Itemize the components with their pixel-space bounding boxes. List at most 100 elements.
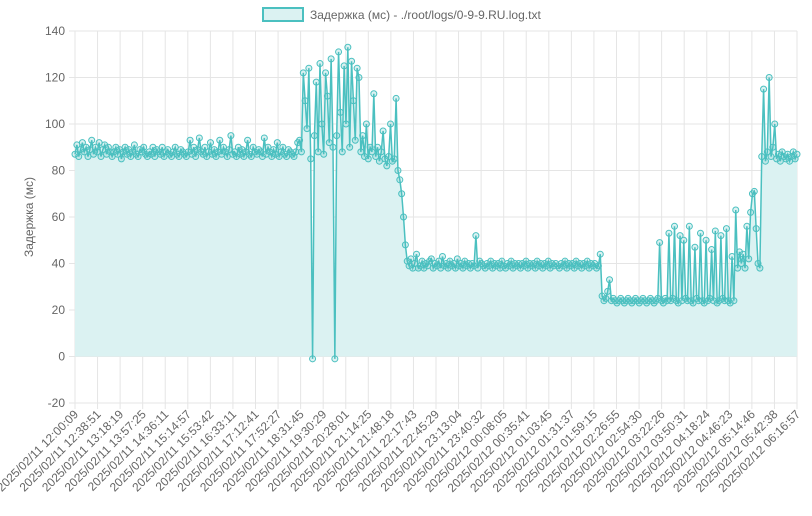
data-point[interactable] (329, 143, 337, 151)
data-point[interactable] (730, 297, 738, 305)
data-point[interactable] (396, 176, 404, 184)
data-point[interactable] (711, 227, 719, 235)
data-point[interactable] (336, 108, 344, 116)
data-point[interactable] (323, 92, 331, 100)
data-point[interactable] (244, 136, 252, 144)
data-point[interactable] (348, 57, 356, 65)
data-point[interactable] (349, 97, 357, 105)
data-point[interactable] (227, 132, 235, 140)
data-point[interactable] (763, 148, 771, 156)
data-point[interactable] (370, 90, 378, 98)
data-point[interactable] (743, 222, 751, 230)
data-point[interactable] (344, 43, 352, 51)
data-point[interactable] (234, 143, 242, 151)
data-point[interactable] (258, 153, 266, 161)
data-point[interactable] (310, 132, 318, 140)
data-point[interactable] (188, 150, 196, 158)
data-point[interactable] (359, 132, 367, 140)
data-point[interactable] (756, 264, 764, 272)
data-point[interactable] (507, 257, 515, 265)
data-point[interactable] (413, 250, 421, 258)
data-point[interactable] (453, 255, 461, 263)
data-point[interactable] (327, 55, 335, 63)
data-point[interactable] (676, 232, 684, 240)
data-point[interactable] (101, 141, 109, 149)
data-point[interactable] (700, 299, 708, 307)
data-point[interactable] (400, 213, 408, 221)
data-point[interactable] (760, 85, 768, 93)
data-point[interactable] (325, 139, 333, 147)
data-point[interactable] (238, 146, 246, 154)
data-point[interactable] (379, 127, 387, 135)
data-point[interactable] (364, 155, 372, 163)
data-point[interactable] (470, 262, 478, 270)
data-point[interactable] (706, 294, 714, 302)
data-point[interactable] (78, 139, 86, 147)
data-point[interactable] (604, 287, 612, 295)
data-point[interactable] (401, 241, 409, 249)
data-point[interactable] (392, 94, 400, 102)
data-point[interactable] (739, 250, 747, 258)
data-point[interactable] (121, 143, 129, 151)
data-point[interactable] (561, 257, 569, 265)
data-point[interactable] (129, 148, 137, 156)
data-point[interactable] (338, 148, 346, 156)
data-point[interactable] (381, 155, 389, 163)
data-point[interactable] (186, 136, 194, 144)
legend[interactable]: Задержка (мс) - ./root/logs/0-9-9.RU.log… (262, 7, 541, 22)
data-point[interactable] (544, 257, 552, 265)
data-point[interactable] (451, 264, 459, 272)
data-point[interactable] (318, 120, 326, 128)
data-point[interactable] (195, 134, 203, 142)
data-point[interactable] (522, 257, 530, 265)
data-point[interactable] (125, 146, 133, 154)
data-point[interactable] (398, 190, 406, 198)
data-point[interactable] (333, 132, 341, 140)
data-point[interactable] (342, 120, 350, 128)
data-point[interactable] (741, 264, 749, 272)
data-point[interactable] (570, 264, 578, 272)
data-point[interactable] (439, 253, 446, 261)
data-point[interactable] (726, 299, 734, 307)
data-point[interactable] (531, 264, 539, 272)
data-point[interactable] (194, 146, 201, 154)
data-point[interactable] (444, 264, 452, 272)
data-point[interactable] (387, 120, 395, 128)
data-point[interactable] (299, 69, 307, 77)
data-point[interactable] (260, 134, 268, 142)
data-point[interactable] (583, 257, 591, 265)
data-point[interactable] (362, 120, 370, 128)
data-point[interactable] (340, 62, 348, 70)
data-point[interactable] (331, 355, 339, 363)
data-point[interactable] (117, 155, 125, 163)
data-point[interactable] (594, 262, 602, 270)
data-point[interactable] (307, 155, 315, 163)
data-point[interactable] (353, 64, 361, 72)
data-point[interactable] (394, 167, 402, 174)
data-point[interactable] (368, 148, 376, 156)
data-point[interactable] (747, 208, 755, 216)
data-point[interactable] (232, 153, 240, 161)
data-point[interactable] (268, 153, 276, 161)
data-point[interactable] (351, 136, 359, 144)
data-point[interactable] (722, 225, 730, 233)
data-point[interactable] (149, 143, 157, 151)
data-point[interactable] (273, 139, 281, 147)
data-point[interactable] (769, 143, 777, 151)
data-point[interactable] (309, 355, 317, 363)
data-point[interactable] (297, 148, 305, 156)
data-point[interactable] (435, 257, 443, 265)
data-point[interactable] (320, 150, 328, 158)
data-point[interactable] (140, 143, 148, 151)
data-point[interactable] (206, 139, 214, 147)
data-point[interactable] (793, 150, 801, 158)
data-point[interactable] (374, 143, 382, 151)
data-point[interactable] (696, 229, 704, 237)
data-point[interactable] (147, 150, 155, 158)
data-point[interactable] (427, 255, 435, 263)
data-point[interactable] (357, 148, 365, 156)
data-point[interactable] (390, 155, 398, 163)
data-point[interactable] (130, 141, 138, 149)
data-point[interactable] (112, 143, 120, 151)
data-point[interactable] (708, 246, 716, 254)
